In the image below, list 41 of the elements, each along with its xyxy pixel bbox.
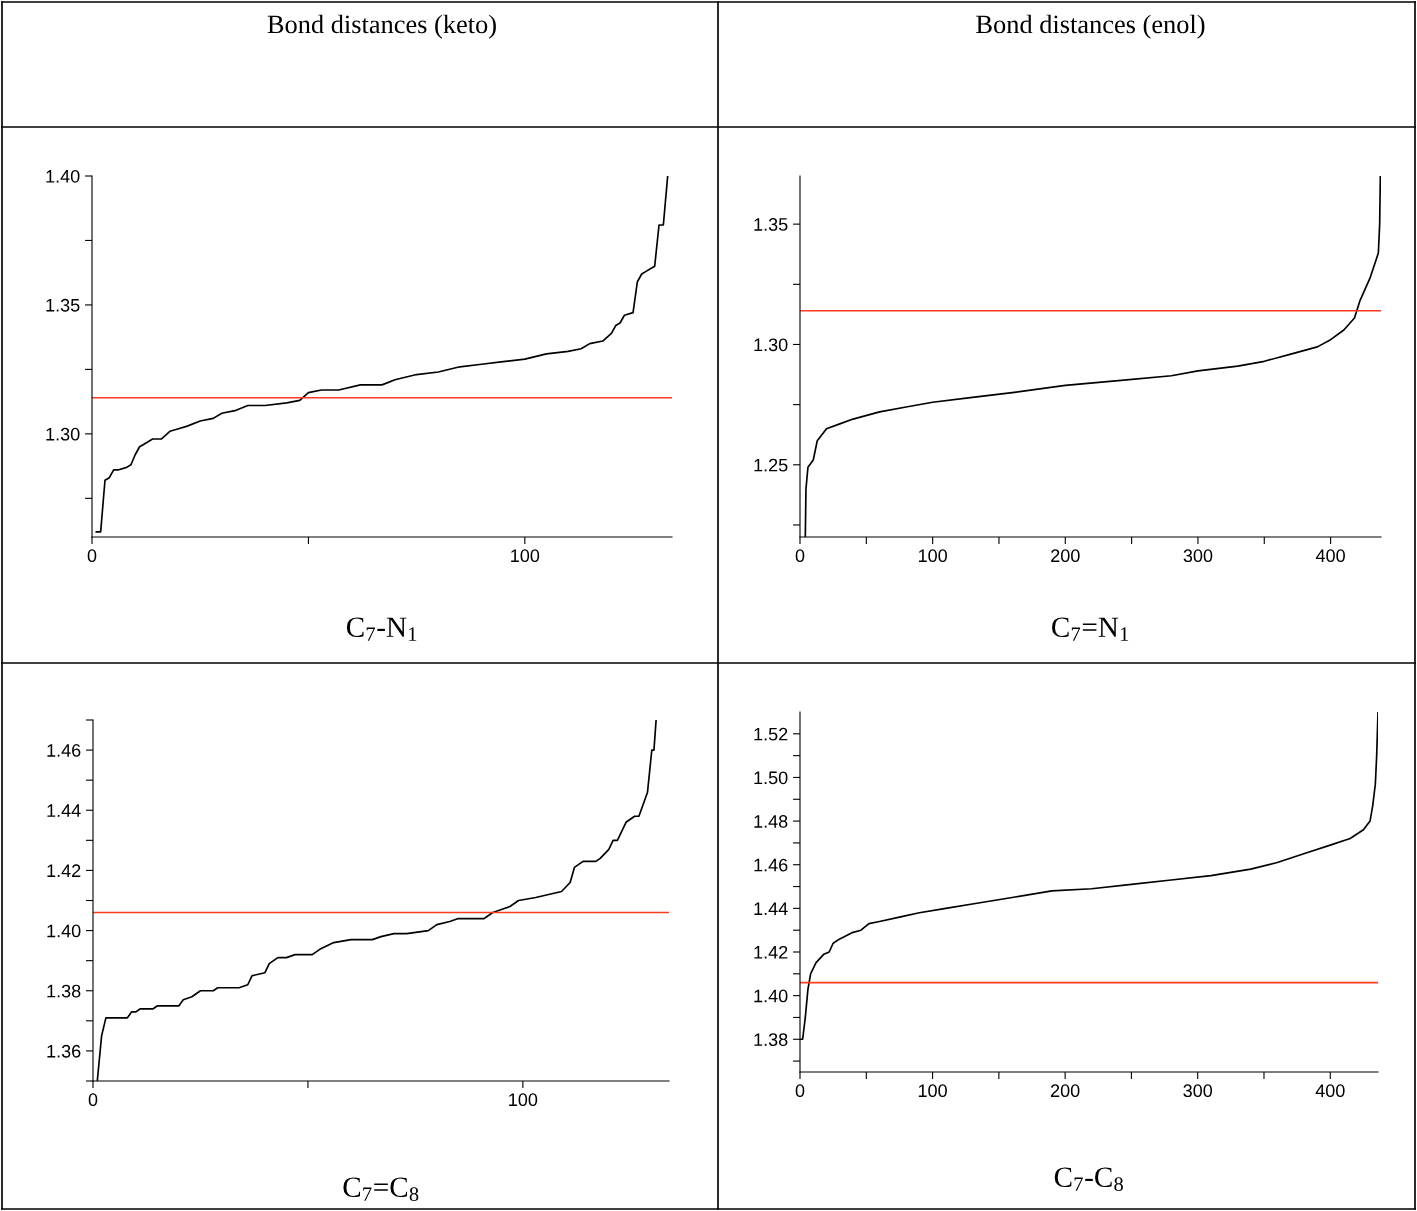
x-tick-label: 300 (1183, 549, 1213, 563)
x-tick-label: 200 (1050, 1084, 1080, 1098)
y-tick-label: 1.52 (754, 727, 788, 741)
x-tick-label: 100 (918, 1084, 947, 1098)
y-tick-label: 1.42 (47, 864, 81, 877)
x-tick-label: 100 (511, 549, 540, 563)
x-tick-label: 0 (87, 549, 97, 563)
y-tick-label: 1.40 (46, 169, 80, 183)
x-axis-title: C$_{7}$-C$_{8}$ (1054, 1167, 1123, 1191)
x-tick-label: 400 (1315, 1084, 1345, 1098)
x-tick-label: 0 (88, 1093, 98, 1107)
y-tick-label: 1.35 (754, 218, 788, 231)
y-tick-label: 1.44 (754, 902, 788, 915)
y-tick-label: 1.44 (47, 804, 81, 817)
y-tick-label: 1.40 (47, 924, 81, 938)
x-tick-label: 300 (1183, 1084, 1213, 1098)
x-tick-label: 400 (1315, 549, 1345, 563)
y-tick-label: 1.38 (47, 984, 81, 998)
x-axis-title: C$_{7}$=N$_{1}$ (1052, 617, 1129, 641)
y-tick-label: 1.30 (46, 427, 80, 441)
x-tick-label: 0 (795, 549, 805, 563)
line-series (95, 176, 669, 533)
y-tick-label: 1.42 (754, 945, 788, 959)
y-tick-label: 1.30 (754, 338, 788, 352)
y-tick-label: 1.46 (47, 744, 81, 757)
x-tick-label: 0 (795, 1084, 805, 1098)
y-tick-label: 1.46 (754, 858, 788, 872)
chart-title: Bond distances (keto) (267, 14, 496, 39)
x-tick-label: 200 (1051, 549, 1080, 563)
y-tick-label: 1.40 (754, 989, 788, 1003)
y-tick-label: 1.25 (754, 458, 788, 472)
y-tick-label: 1.48 (754, 815, 788, 828)
y-tick-label: 1.38 (754, 1033, 788, 1046)
x-axis-title: C$_{7}$=C$_{8}$ (343, 1177, 419, 1201)
x-axis-title: C$_{7}$-N$_{1}$ (346, 617, 417, 641)
y-tick-label: 1.36 (47, 1044, 81, 1058)
x-tick-label: 100 (918, 549, 948, 563)
x-tick-label: 100 (509, 1093, 538, 1107)
y-tick-label: 1.50 (754, 771, 788, 785)
y-tick-label: 1.35 (46, 298, 80, 312)
chart-title: Bond distances (enol) (976, 14, 1205, 39)
